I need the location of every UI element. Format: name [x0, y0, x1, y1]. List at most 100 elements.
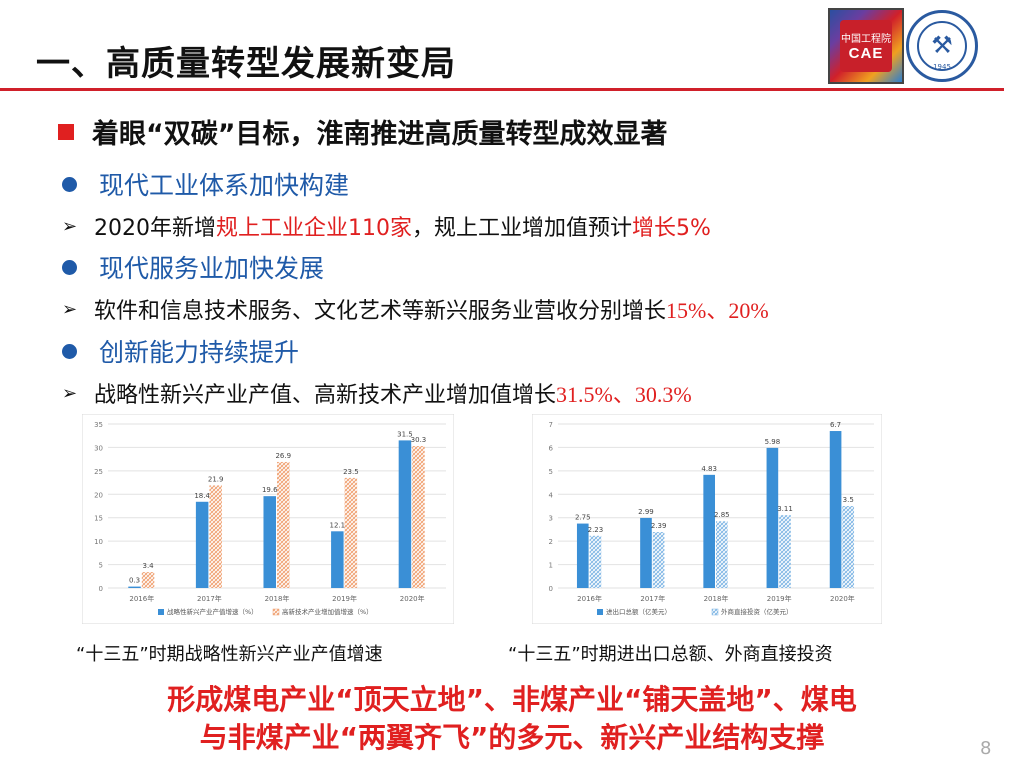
- data-label: 12.1: [330, 521, 346, 529]
- section-detail-1: ➢ 2020年新增 规上工业企业110家 ，规上工业增加值预计 增长5%: [62, 215, 711, 242]
- y-tick-label: 5: [549, 468, 553, 476]
- y-tick-label: 25: [94, 468, 103, 476]
- section-heading-3: 创新能力持续提升: [62, 333, 299, 369]
- cae-logo-en-text: CAE: [848, 45, 884, 62]
- square-bullet-icon: [58, 123, 74, 140]
- bar: [716, 521, 728, 588]
- legend-label: 进出口总额（亿美元）: [606, 607, 671, 616]
- bar: [128, 586, 141, 588]
- data-label: 2.23: [588, 526, 604, 534]
- y-tick-label: 1: [549, 562, 553, 570]
- title-divider: [0, 88, 1004, 91]
- chart-trade-investment: 0 1 2 3 4 5 6 7 2.75 2.23 2016年 2.99 2.39 2017年 4.83 2.…: [532, 414, 882, 624]
- data-label: 3.4: [142, 562, 154, 570]
- data-label: 2.99: [638, 508, 654, 516]
- x-tick-label: 2019年: [767, 594, 792, 603]
- legend-label: 外商直接投资（亿美元）: [721, 607, 793, 616]
- university-seal-logo: ⚒ 1945: [906, 10, 978, 82]
- legend-swatch: [272, 608, 280, 616]
- arrow-bullet-icon: ➢: [62, 382, 78, 404]
- legend-swatch: [158, 609, 164, 615]
- chart-strategic-growth-svg: 0 5 10 15 20 25 30 35 0.33.4 2016年 18.4 21.9 2017年 19…: [82, 414, 454, 624]
- section-heading-1: 现代工业体系加快构建: [62, 166, 349, 202]
- x-tick-label: 2018年: [265, 594, 290, 603]
- conclusion-line-1: 形成煤电产业“顶天立地”、非煤产业“铺天盖地”、煤电: [167, 683, 857, 716]
- bar: [195, 501, 209, 588]
- dot-bullet-icon: [62, 259, 77, 275]
- section-heading-2: 现代服务业加快发展: [62, 249, 324, 285]
- data-label: 3.5: [843, 496, 854, 504]
- x-tick-label: 2016年: [577, 594, 602, 603]
- arrow-bullet-icon: ➢: [62, 298, 78, 320]
- subtitle-text: 着眼“双碳”目标，淮南推进高质量转型成效显著: [92, 119, 668, 150]
- data-label: 2.39: [651, 522, 667, 530]
- bar: [779, 515, 791, 588]
- arrow-bullet-icon: ➢: [62, 215, 78, 237]
- dot-bullet-icon: [62, 343, 77, 359]
- cae-logo: 中国工程院 CAE: [828, 8, 904, 84]
- y-tick-label: 10: [94, 538, 103, 546]
- bar: [141, 572, 155, 588]
- bar: [703, 474, 715, 588]
- y-tick-label: 20: [94, 491, 103, 499]
- dot-bullet-icon: [62, 176, 77, 192]
- legend-label: 战略性新兴产业产值增速（%）: [167, 607, 258, 616]
- data-label: 6.7: [830, 421, 841, 429]
- data-label: 21.9: [208, 475, 224, 483]
- cae-logo-cn-text: 中国工程院: [841, 34, 891, 45]
- subtitle: 着眼“双碳”目标，淮南推进高质量转型成效显著: [58, 112, 668, 151]
- x-tick-label: 2018年: [704, 594, 729, 603]
- y-tick-label: 35: [94, 421, 103, 429]
- bar: [277, 461, 290, 588]
- bar: [209, 485, 222, 588]
- y-tick-label: 7: [549, 421, 553, 429]
- chart-strategic-growth: 0 5 10 15 20 25 30 35 0.3 3.4 2016年 18.4 21.9 2017年 19…: [82, 414, 454, 624]
- data-label: 30.3: [411, 436, 427, 444]
- conclusion-line-2: 与非煤产业“两翼齐飞”的多元、新兴产业结构支撑: [199, 721, 825, 754]
- data-label: 2.85: [714, 511, 730, 519]
- data-label: 19.6: [262, 486, 278, 494]
- y-tick-label: 2: [549, 538, 553, 546]
- data-label: 0.3: [129, 577, 140, 585]
- x-tick-label: 2020年: [400, 594, 425, 603]
- y-tick-label: 5: [99, 562, 103, 570]
- data-label: 4.83: [701, 465, 717, 473]
- bar: [576, 523, 589, 588]
- bar: [640, 517, 652, 588]
- bar: [652, 532, 665, 588]
- data-label: 2.75: [575, 514, 591, 522]
- data-label: 18.4: [194, 492, 210, 500]
- chart-caption-1: “十三五”时期战略性新兴产业产值增速: [76, 644, 383, 665]
- y-tick-label: 15: [94, 515, 103, 523]
- data-label: 26.9: [275, 452, 291, 460]
- section-detail-3: ➢ 战略性新兴产业产值、高新技术产业增加值增长 31.5%、30.3%: [62, 382, 692, 408]
- pickaxe-icon: ⚒: [931, 31, 953, 59]
- x-tick-label: 2016年: [129, 594, 154, 603]
- y-tick-label: 30: [94, 444, 103, 452]
- bar: [398, 440, 412, 588]
- bar: [344, 477, 358, 588]
- y-tick-label: 4: [549, 491, 554, 499]
- data-label: 5.98: [765, 438, 781, 446]
- chart-trade-investment-svg: 0 1 2 3 4 5 6 7 2.75 2.23 2016年 2.99 2.39 2017年 4.83 2.…: [532, 414, 882, 624]
- y-tick-label: 0: [99, 585, 103, 593]
- x-tick-label: 2019年: [332, 594, 357, 603]
- bar: [589, 535, 602, 588]
- legend-swatch: [711, 608, 719, 616]
- slide-title: 一、高质量转型发展新变局: [36, 44, 456, 84]
- bar: [263, 496, 276, 588]
- bar: [829, 431, 842, 588]
- bar: [842, 506, 855, 588]
- bar: [766, 447, 779, 588]
- page-number: 8: [980, 738, 992, 759]
- x-tick-label: 2017年: [197, 594, 222, 603]
- x-tick-label: 2017年: [640, 594, 665, 603]
- y-tick-label: 3: [549, 515, 553, 523]
- bar: [331, 531, 344, 588]
- y-tick-label: 0: [549, 585, 553, 593]
- bar: [412, 446, 425, 588]
- legend-swatch: [597, 609, 603, 615]
- seal-year: 1945: [933, 63, 951, 71]
- data-label: 23.5: [343, 468, 359, 476]
- data-label: 31.5: [397, 430, 413, 438]
